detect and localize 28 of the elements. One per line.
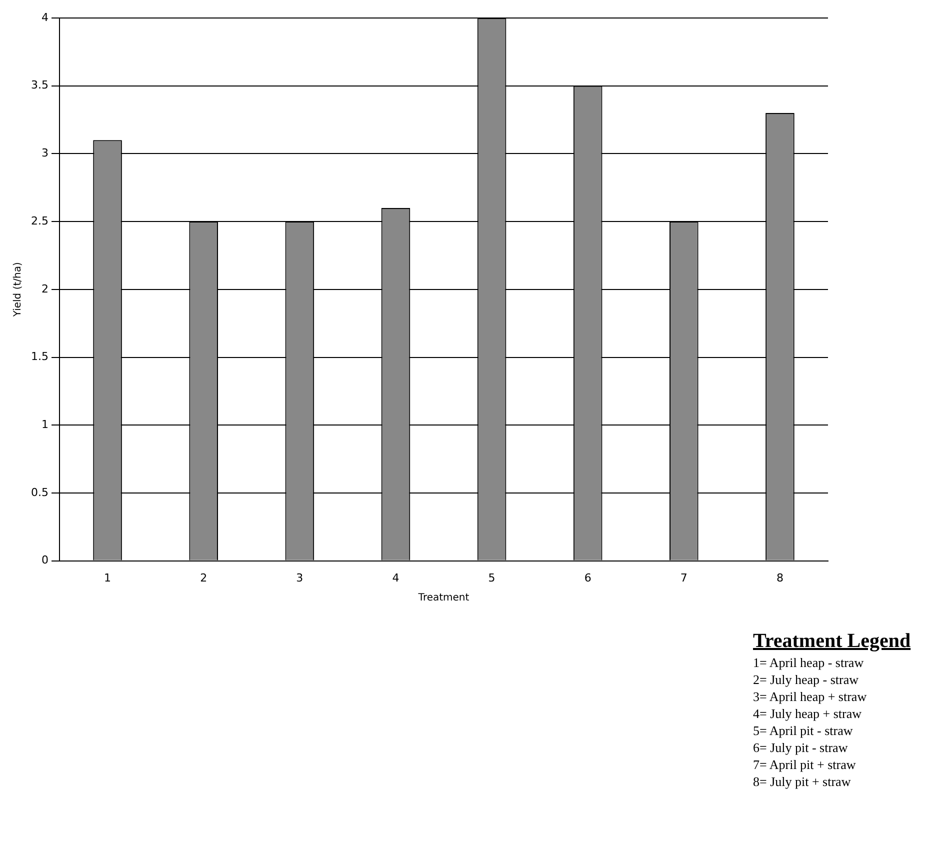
- y-tick-label: 2.5: [30, 214, 48, 228]
- x-tick-label: 6: [584, 571, 592, 584]
- y-tick-label: 0.5: [30, 486, 48, 499]
- y-tick-label: 3: [41, 146, 48, 160]
- x-tick-label: 4: [392, 571, 400, 584]
- x-tick-label: 2: [200, 571, 208, 584]
- y-axis-title: Yield (t/ha): [12, 262, 24, 318]
- text: 8= July pit + straw: [753, 773, 852, 790]
- text: 4= July heap + straw: [753, 705, 863, 722]
- x-tick-label: 5: [488, 571, 496, 584]
- y-tick-label: 4: [41, 10, 48, 24]
- y-tick-label: 1.5: [30, 350, 48, 364]
- y-tick-label: 0: [41, 554, 48, 567]
- y-tick-label: 1: [41, 418, 48, 431]
- text: Treatment Legend: [753, 629, 912, 654]
- text: 6= July pit - straw: [753, 739, 849, 756]
- x-tick-label: 8: [776, 571, 784, 584]
- text: 1= April heap - straw: [753, 654, 865, 671]
- y-tick-label: 3.5: [30, 78, 48, 92]
- text: 3= April heap + straw: [753, 688, 868, 705]
- text: 2= July heap - straw: [753, 671, 860, 688]
- text: 5= April pit - straw: [753, 722, 854, 739]
- x-tick-label: 1: [104, 571, 112, 584]
- y-tick-label: 2: [41, 282, 48, 296]
- x-tick-label: 7: [680, 571, 688, 584]
- x-tick-label: 3: [296, 571, 304, 584]
- text: 7= April pit + straw: [753, 756, 857, 773]
- x-axis-title: Treatment: [417, 592, 470, 604]
